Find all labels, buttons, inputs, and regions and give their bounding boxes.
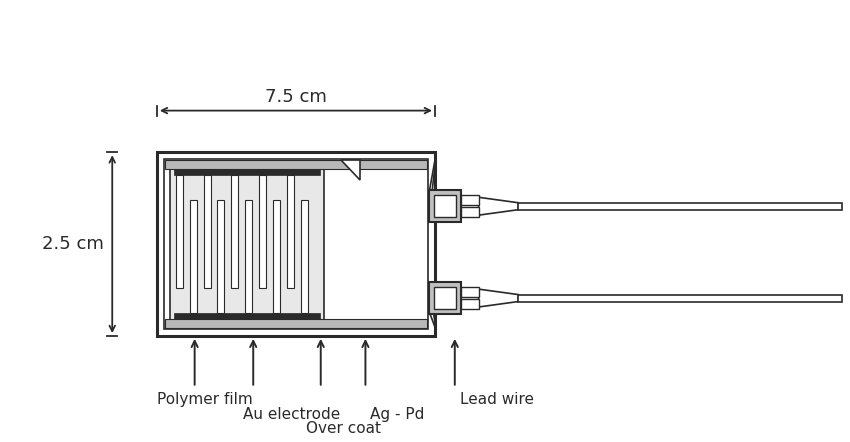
- Bar: [204, 175, 211, 288]
- Bar: [518, 294, 842, 301]
- Text: Ag - Pd: Ag - Pd: [371, 408, 425, 423]
- Bar: [157, 152, 435, 336]
- Bar: [461, 287, 479, 297]
- Bar: [518, 203, 842, 210]
- Bar: [246, 200, 252, 313]
- Bar: [273, 200, 280, 313]
- Bar: [429, 282, 461, 314]
- Polygon shape: [479, 289, 518, 307]
- Bar: [301, 200, 308, 313]
- Text: Lead wire: Lead wire: [460, 392, 534, 407]
- Bar: [461, 299, 479, 309]
- Bar: [461, 195, 479, 205]
- Polygon shape: [341, 160, 360, 180]
- Bar: [218, 200, 224, 313]
- Bar: [176, 175, 183, 288]
- Bar: [164, 159, 428, 329]
- Bar: [231, 175, 238, 288]
- Bar: [259, 175, 266, 288]
- Text: Polymer film: Polymer film: [157, 392, 252, 407]
- Bar: [190, 200, 196, 313]
- Bar: [173, 313, 320, 319]
- Bar: [434, 287, 456, 309]
- Bar: [170, 165, 324, 323]
- Bar: [165, 160, 427, 169]
- Bar: [173, 169, 320, 175]
- Bar: [287, 175, 294, 288]
- Text: Au electrode: Au electrode: [243, 408, 341, 423]
- Text: 7.5 cm: 7.5 cm: [265, 88, 327, 106]
- Bar: [429, 191, 461, 222]
- Polygon shape: [479, 197, 518, 215]
- Bar: [165, 319, 427, 328]
- Bar: [434, 195, 456, 217]
- Text: Over coat: Over coat: [306, 421, 381, 436]
- Text: 2.5 cm: 2.5 cm: [42, 235, 105, 253]
- Bar: [461, 207, 479, 217]
